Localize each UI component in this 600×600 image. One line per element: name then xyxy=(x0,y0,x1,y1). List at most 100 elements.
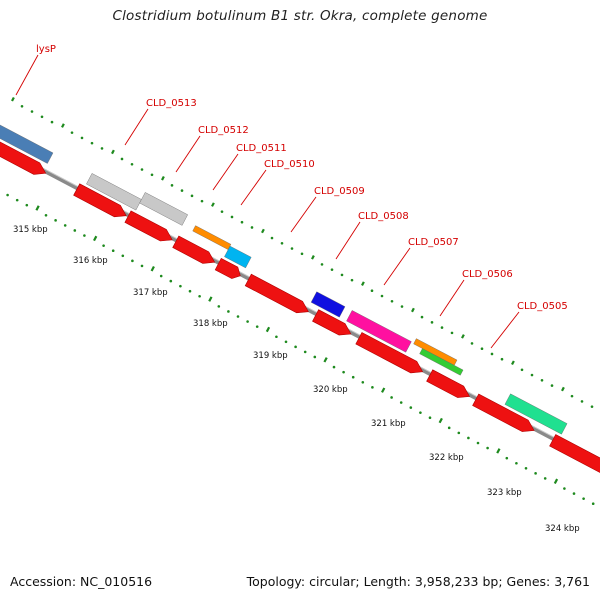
tick-minor xyxy=(227,310,230,313)
gene-track xyxy=(0,124,568,435)
tick-major xyxy=(323,357,328,363)
kbp-label: 320 kbp xyxy=(313,385,348,395)
tick-minor xyxy=(313,355,317,359)
cds-arrow xyxy=(549,434,600,473)
tick-minor xyxy=(572,492,576,495)
tick-minor xyxy=(390,396,393,399)
tick-minor xyxy=(563,487,566,490)
cds-track xyxy=(0,141,600,473)
tick-minor xyxy=(230,215,234,219)
tick-minor xyxy=(246,320,249,323)
tick-minor xyxy=(120,157,124,161)
tick-minor xyxy=(217,305,221,308)
tick-minor xyxy=(188,289,192,293)
tick-minor xyxy=(330,268,334,271)
tick-minor xyxy=(140,168,144,171)
tick-minor xyxy=(332,365,336,369)
tick-minor xyxy=(530,373,534,377)
tick-minor xyxy=(130,162,134,166)
tick-major xyxy=(261,228,265,234)
tick-minor xyxy=(550,384,554,387)
tick-minor xyxy=(467,436,470,440)
leader-line xyxy=(335,221,361,260)
tick-minor xyxy=(275,335,278,339)
tick-minor xyxy=(520,368,524,372)
gene-bar-cld_0505 xyxy=(504,393,568,435)
tick-minor xyxy=(505,456,509,460)
tick-minor xyxy=(582,497,585,500)
tick-minor xyxy=(361,380,365,384)
cds-arrow xyxy=(426,369,470,398)
tick-minor xyxy=(580,400,584,403)
tick-major xyxy=(496,448,501,454)
tick-minor xyxy=(320,263,324,266)
gene-bar-cld_0509 xyxy=(310,291,346,318)
tick-major xyxy=(35,205,40,211)
tick-major xyxy=(11,96,15,102)
outer-tick-ring xyxy=(11,96,594,408)
gene-bar-cld_0510 xyxy=(224,245,252,269)
tick-major xyxy=(311,255,315,260)
tick-minor xyxy=(159,274,163,278)
tick-minor xyxy=(350,278,354,282)
tick-minor xyxy=(25,203,29,207)
gene-bar-cld_0508 xyxy=(346,310,412,353)
tick-minor xyxy=(371,386,374,389)
kbp-label: 324 kbp xyxy=(545,524,580,534)
gene-label-cld_0506: CLD_0506 xyxy=(462,269,513,280)
gene-label-cld_0507: CLD_0507 xyxy=(408,237,459,248)
tick-minor xyxy=(590,405,594,408)
tick-major xyxy=(438,417,443,424)
kbp-labels: 315 kbp 316 kbp 317 kbp 318 kbp 319 kbp 320 k… xyxy=(13,225,580,534)
accession-text: Accession: NC_010516 xyxy=(10,574,153,589)
tick-minor xyxy=(524,467,528,470)
tick-minor xyxy=(430,321,434,324)
cds-arrow xyxy=(472,393,535,432)
tick-minor xyxy=(150,173,154,177)
tick-minor xyxy=(180,189,184,192)
cds-arrow xyxy=(214,257,241,279)
tick-minor xyxy=(200,199,204,203)
kbp-label: 317 kbp xyxy=(133,288,168,298)
tick-major xyxy=(61,123,65,128)
gene-labels: lysP CLD_0513 CLD_0512 CLD_0511 CLD_0510 CLD_… xyxy=(36,44,568,312)
gene-bar-cld_0512 xyxy=(139,192,188,226)
tick-minor xyxy=(303,350,307,354)
kbp-label: 318 kbp xyxy=(193,319,228,329)
kbp-label: 323 kbp xyxy=(487,488,522,498)
tick-minor xyxy=(179,284,182,288)
tick-minor xyxy=(515,461,518,465)
tick-minor xyxy=(440,326,444,329)
tick-major xyxy=(553,478,559,484)
tick-major xyxy=(461,334,465,339)
tick-minor xyxy=(470,342,474,345)
tick-minor xyxy=(170,184,174,187)
tick-minor xyxy=(270,236,274,240)
cds-arrow xyxy=(73,183,127,218)
tick-major xyxy=(511,360,515,366)
tick-major xyxy=(265,326,271,333)
tick-minor xyxy=(500,357,504,361)
gene-bar-cld_0506 xyxy=(419,348,464,376)
tick-minor xyxy=(290,247,294,250)
leader-line xyxy=(383,247,411,286)
tick-minor xyxy=(540,379,544,382)
tick-minor xyxy=(380,294,384,298)
tick-minor xyxy=(240,220,244,224)
tick-major xyxy=(411,307,415,313)
tick-minor xyxy=(419,411,422,414)
tick-minor xyxy=(400,305,404,308)
tick-minor xyxy=(476,441,480,445)
tick-minor xyxy=(44,214,48,217)
kbp-label: 321 kbp xyxy=(371,419,406,429)
tick-minor xyxy=(591,502,595,506)
gene-label-cld_0505: CLD_0505 xyxy=(517,301,568,312)
tick-minor xyxy=(255,325,259,328)
leader-line xyxy=(490,311,520,349)
tick-minor xyxy=(50,120,54,124)
gene-bar-cld_0511 xyxy=(192,225,232,250)
leader-line xyxy=(212,153,239,191)
tick-major xyxy=(561,386,565,392)
tick-minor xyxy=(447,426,451,430)
tick-minor xyxy=(15,198,19,202)
